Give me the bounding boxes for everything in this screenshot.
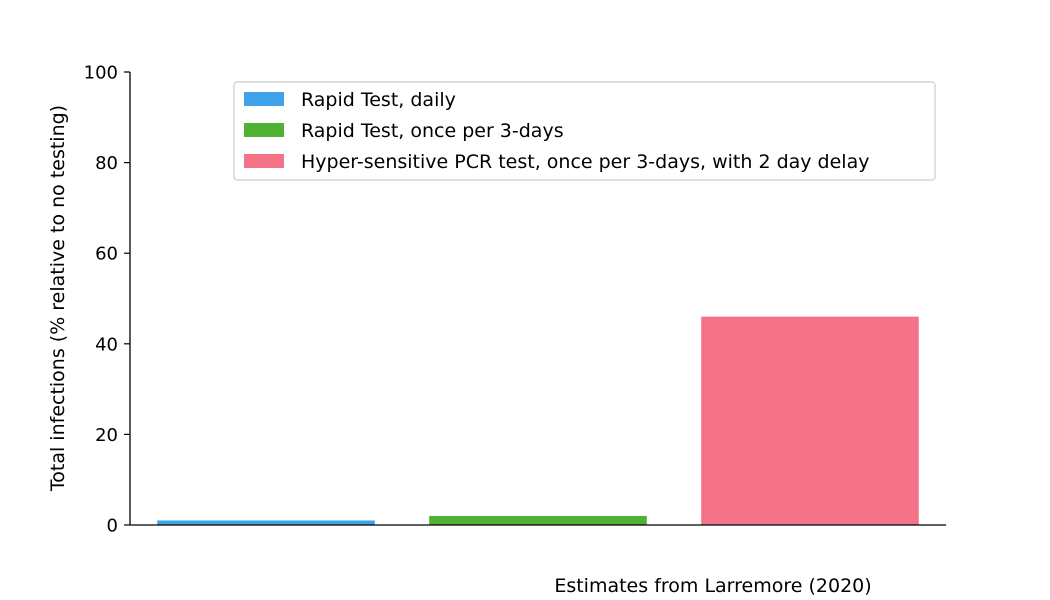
y-tick-label: 80 [95, 153, 118, 174]
legend-swatch [244, 92, 284, 106]
y-ticks-group: 0 20 40 60 80 100 [84, 63, 130, 537]
legend: Rapid Test, daily Rapid Test, once per 3-… [233, 81, 936, 181]
y-tick-label: 40 [95, 334, 118, 355]
x-axis-label: Estimates from Larremore (2020) [554, 575, 871, 597]
legend-frame [233, 81, 936, 181]
bar [429, 515, 647, 525]
y-tick-label: 0 [107, 516, 118, 537]
legend-swatch [244, 123, 284, 137]
bars-group [157, 316, 919, 525]
bar [701, 316, 919, 525]
legend-swatch [244, 154, 284, 168]
axes-group [129, 72, 946, 526]
legend-label: Rapid Test, daily [301, 89, 456, 111]
y-tick-label: 20 [95, 425, 118, 446]
bar [157, 520, 375, 525]
y-tick-label: 60 [95, 244, 118, 265]
legend-label: Hyper-sensitive PCR test, once per 3-day… [301, 151, 869, 173]
y-axis-label: Total infections (% relative to no testi… [47, 105, 69, 492]
y-tick-label: 100 [84, 63, 118, 84]
legend-label: Rapid Test, once per 3-days [301, 120, 564, 142]
